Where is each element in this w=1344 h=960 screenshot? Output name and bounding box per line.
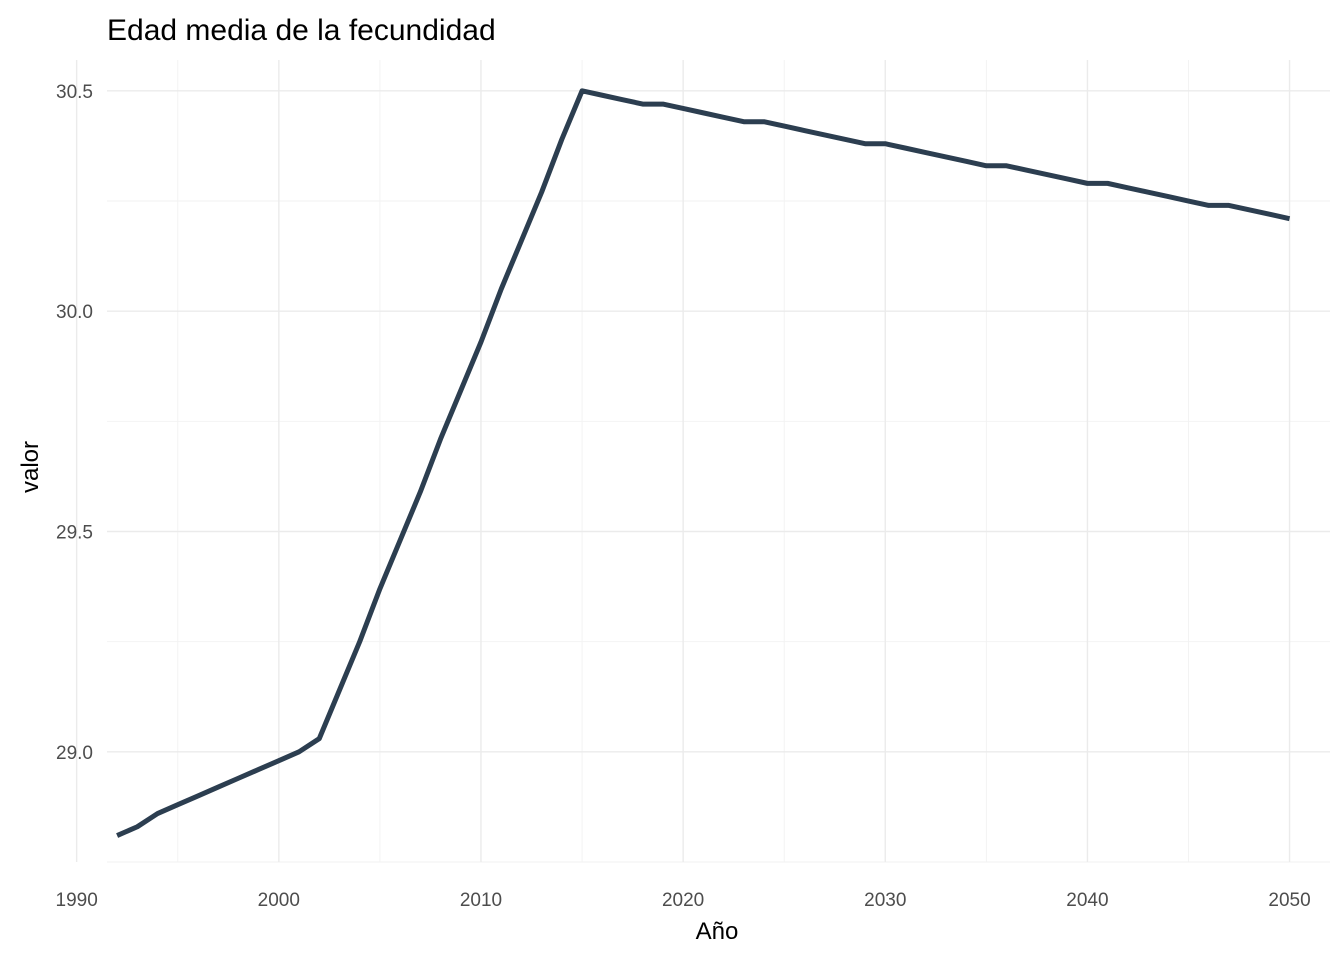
- y-axis-title: valor: [17, 441, 44, 493]
- x-tick-label: 1990: [56, 890, 98, 911]
- x-tick-label: 2010: [460, 890, 502, 911]
- y-tick-label: 29.0: [56, 743, 93, 764]
- x-axis-ticks: 1990 2000 2010 2020 2030 2040 2050: [56, 890, 1311, 911]
- minor-gridlines: [107, 60, 1330, 863]
- x-tick-label: 2050: [1268, 890, 1310, 911]
- x-tick-label: 2030: [864, 890, 906, 911]
- y-tick-label: 30.5: [56, 82, 93, 103]
- chart-title: Edad media de la fecundidad: [107, 14, 496, 47]
- y-tick-label: 30.0: [56, 302, 93, 323]
- x-tick-label: 2020: [662, 890, 704, 911]
- series-line: [116, 88, 1291, 838]
- x-tick-label: 2000: [258, 890, 300, 911]
- x-tick-label: 2040: [1066, 890, 1108, 911]
- y-axis-ticks: 29.0 29.5 30.0 30.5: [56, 82, 93, 764]
- series-group: [116, 88, 1291, 838]
- major-gridlines: [75, 60, 1330, 862]
- y-tick-label: 29.5: [56, 523, 93, 544]
- x-axis-title: Año: [696, 918, 739, 945]
